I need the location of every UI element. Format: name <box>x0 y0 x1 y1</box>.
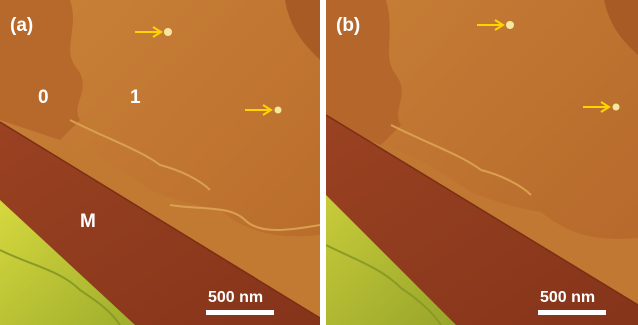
scale-bar-label: 500 nm <box>540 289 596 306</box>
panel-label: (a) <box>10 15 34 36</box>
terrace-edge <box>285 0 320 60</box>
afm-topography-b <box>326 0 638 325</box>
region-label-1: 1 <box>130 87 141 108</box>
arrow-right-icon <box>245 104 273 116</box>
strip-edge <box>0 121 320 319</box>
surface-feature-dot <box>274 106 282 114</box>
region-label-0: 0 <box>38 87 49 108</box>
substrate-feature <box>0 249 121 325</box>
terrace-0 <box>326 0 402 145</box>
substrate-wedge <box>326 195 456 325</box>
step-edge-line <box>390 124 532 196</box>
region-label-M: M <box>80 211 96 232</box>
afm-image-panel-b: (b) 500 nm <box>326 0 638 325</box>
surface-feature-dot <box>506 21 514 29</box>
strip-M <box>326 115 638 325</box>
step-edge-line-2 <box>169 204 320 231</box>
panel-label: (b) <box>336 15 361 36</box>
surface-feature-dot <box>164 28 172 36</box>
surface-feature-dot <box>612 103 620 111</box>
terrace-edge <box>604 0 638 55</box>
afm-image-panel-a: (a) 0 1 M 500 nm <box>0 0 320 325</box>
scale-bar-label: 500 nm <box>208 289 264 306</box>
arrow-right-icon <box>477 19 505 31</box>
step-edge-line <box>69 119 211 191</box>
scale-bar <box>538 310 606 315</box>
substrate-wedge <box>0 200 135 325</box>
arrow-right-icon <box>135 26 163 38</box>
terrace-0 <box>0 0 83 140</box>
arrow-right-icon <box>583 101 611 113</box>
substrate-feature <box>326 244 442 325</box>
strip-edge <box>326 114 638 306</box>
scale-bar <box>206 310 274 315</box>
afm-topography-a <box>0 0 320 325</box>
